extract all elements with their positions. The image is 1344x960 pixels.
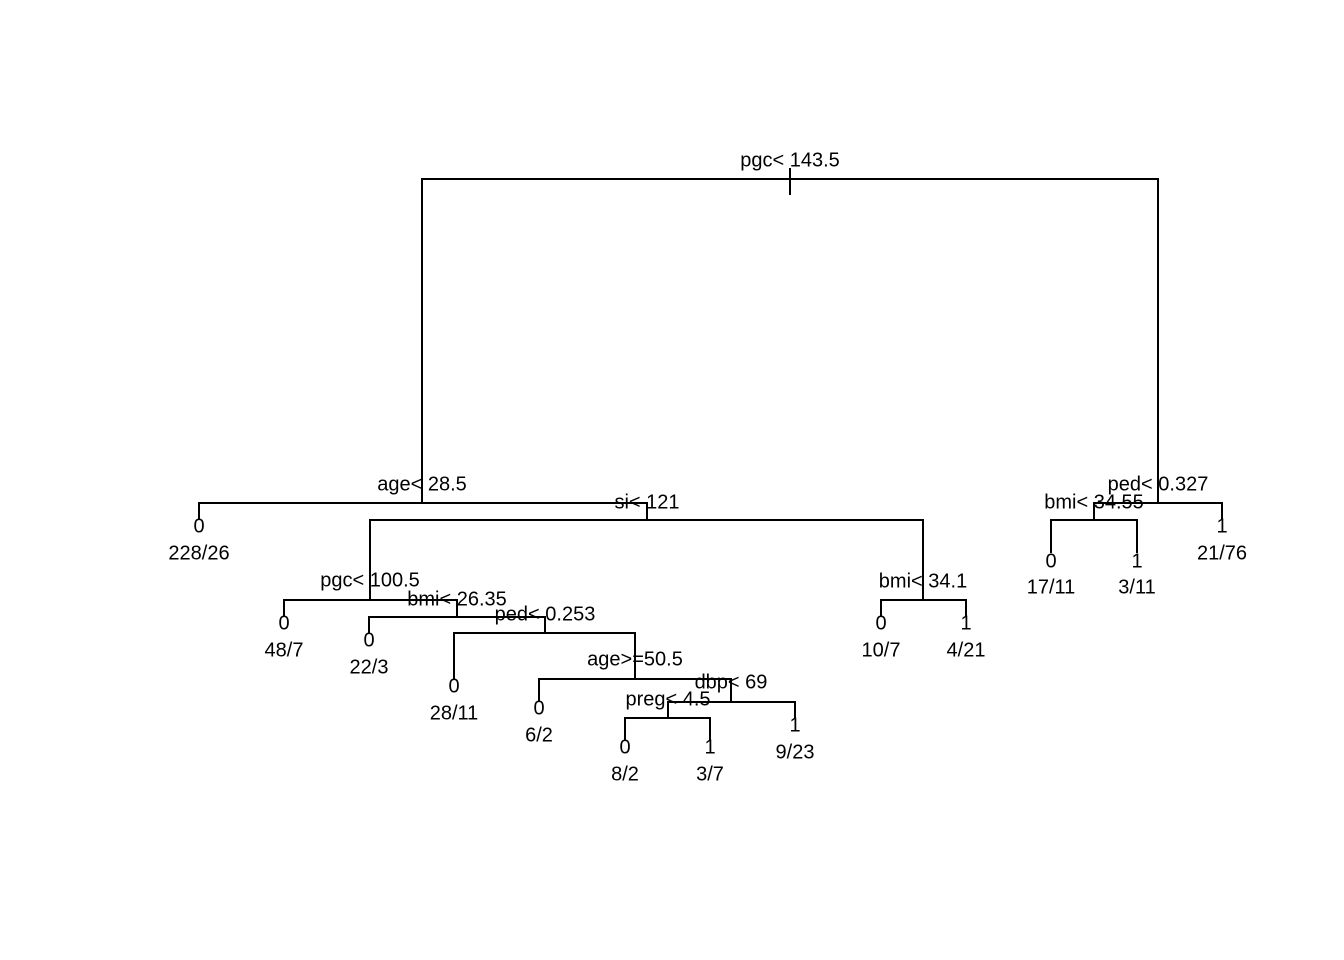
leaf-counts: 3/7 — [696, 763, 724, 785]
split-label: age< 28.5 — [377, 473, 467, 495]
split-label: age>=50.5 — [587, 648, 683, 670]
leaf-counts: 9/23 — [776, 741, 815, 763]
leaf-class: 1 — [1216, 515, 1227, 537]
split-label: bmi< 26.35 — [407, 588, 507, 610]
leaf-counts: 28/11 — [430, 702, 479, 724]
leaf-counts: 6/2 — [525, 724, 553, 746]
leaf-counts: 4/21 — [947, 639, 986, 661]
leaf-labels: 0 228/26 0 48/7 0 22/3 0 28/11 0 6/2 0 8… — [168, 515, 1247, 785]
leaf-counts: 228/26 — [168, 542, 229, 564]
split-labels: pgc< 143.5 age< 28.5 si< 121 pgc< 100.5 … — [320, 149, 1208, 710]
split-label: preg< 4.5 — [625, 688, 710, 710]
leaf-class: 0 — [363, 629, 374, 651]
leaf-counts: 10/7 — [862, 639, 901, 661]
leaf-counts: 8/2 — [611, 763, 639, 785]
leaf-counts: 21/76 — [1197, 542, 1247, 564]
leaf-counts: 22/3 — [350, 656, 389, 678]
split-label: pgc< 100.5 — [320, 569, 420, 591]
leaf-class: 1 — [704, 736, 715, 758]
split-label: dbp< 69 — [695, 671, 768, 693]
split-label: si< 121 — [614, 491, 679, 513]
leaf-class: 0 — [193, 515, 204, 537]
leaf-class: 0 — [448, 675, 459, 697]
leaf-counts: 3/11 — [1118, 576, 1155, 598]
leaf-class: 0 — [1045, 550, 1056, 572]
split-label: ped< 0.253 — [495, 603, 596, 625]
tree-edges — [198, 168, 1223, 741]
leaf-class: 0 — [533, 697, 544, 719]
split-label: bmi< 34.1 — [879, 570, 967, 592]
leaf-class: 1 — [960, 612, 971, 634]
leaf-class: 1 — [1131, 550, 1142, 572]
leaf-counts: 17/11 — [1027, 576, 1076, 598]
leaf-class: 0 — [619, 736, 630, 758]
split-label: ped< 0.327 — [1108, 473, 1209, 495]
leaf-class: 1 — [789, 714, 800, 736]
split-label: pgc< 143.5 — [740, 149, 840, 171]
split-label: bmi< 34.55 — [1044, 491, 1144, 513]
leaf-counts: 48/7 — [265, 639, 304, 661]
leaf-class: 0 — [278, 612, 289, 634]
leaf-class: 0 — [875, 612, 886, 634]
